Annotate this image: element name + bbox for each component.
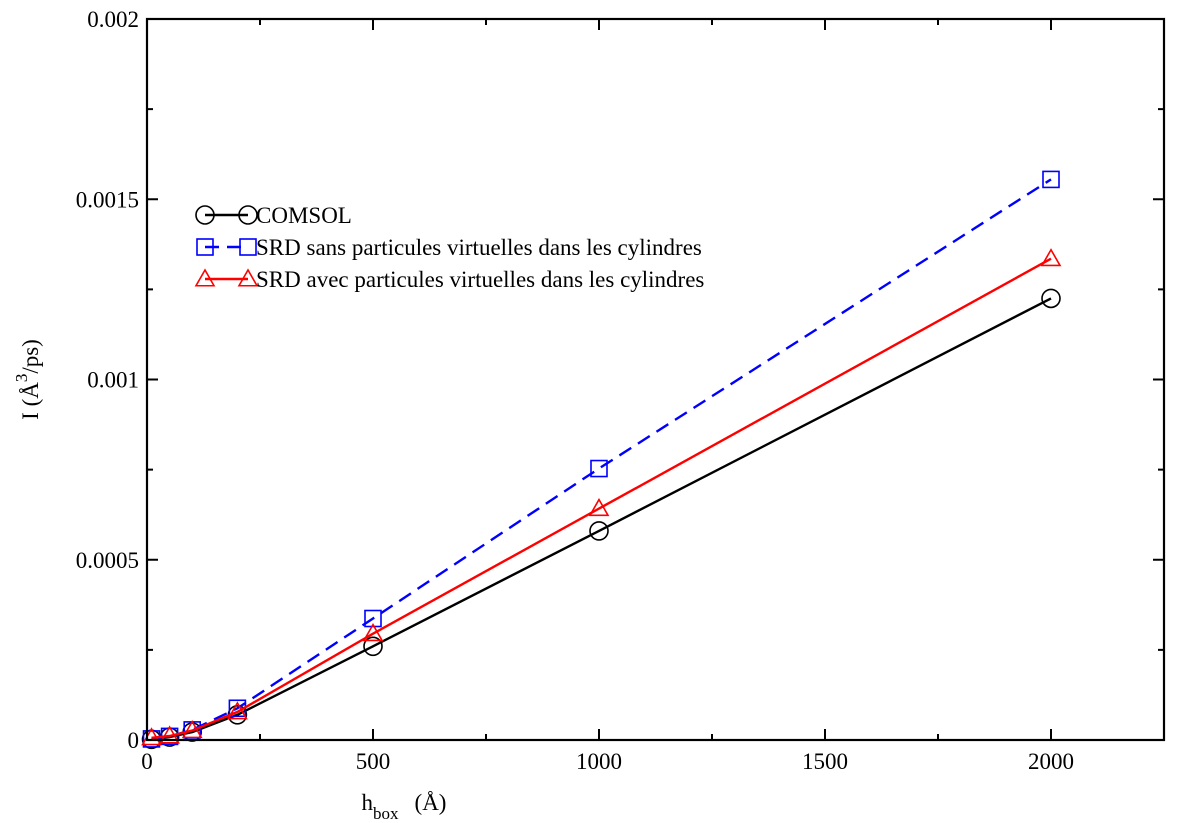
data-point (589, 521, 609, 541)
data-point (363, 636, 383, 657)
data-point (1040, 248, 1062, 267)
x-tick-label: 1500 (802, 749, 848, 774)
data-point (362, 623, 384, 642)
legend-marker (196, 238, 214, 256)
y-tick-label: 0.0015 (76, 187, 139, 212)
data-point (181, 720, 203, 739)
y-tick-label: 0 (128, 728, 140, 753)
legend-marker (238, 205, 258, 225)
y-axis-title-pre: I (Å (18, 382, 43, 420)
x-axis-title-main: h (362, 790, 374, 815)
data-point (1041, 288, 1061, 309)
legend-item: SRD sans particules virtuelles dans les … (196, 235, 702, 260)
x-axis-title-sub: box (373, 804, 399, 823)
series-line (151, 178, 1052, 741)
x-tick-label: 2000 (1028, 749, 1074, 774)
plot-frame (145, 17, 1166, 742)
legend-marker (194, 268, 216, 287)
data-point (227, 701, 248, 720)
x-tick-label: 500 (356, 749, 391, 774)
data-point (590, 459, 608, 478)
series-line (151, 257, 1052, 739)
data-point (588, 497, 610, 517)
y-tick-label: 0.0005 (76, 548, 139, 573)
legend-item: SRD avec particules virtuelles dans les … (194, 267, 704, 292)
legend-item: COMSOL (195, 203, 352, 228)
data-point (159, 725, 180, 744)
data-point (364, 609, 382, 628)
legend-marker (237, 268, 259, 287)
y-axis-title: I (Å3/ps) (12, 339, 43, 420)
legend-label: SRD sans particules virtuelles dans les … (256, 235, 702, 260)
y-axis-title-post: /ps) (18, 339, 43, 374)
y-axis-title-sup: 3 (12, 374, 31, 383)
series-3 (141, 248, 1062, 746)
series-layer (141, 170, 1062, 750)
legend-marker (195, 205, 215, 225)
y-tick-label: 0.001 (87, 368, 139, 393)
legend-marker (239, 238, 257, 256)
legend: COMSOL SRD sans particules virtuelles dan… (194, 203, 704, 292)
x-tick-label: 0 (141, 749, 153, 774)
x-tick-label: 1000 (576, 749, 622, 774)
legend-label: COMSOL (256, 203, 352, 228)
x-axis-title: hbox (Å) (362, 790, 447, 823)
data-point (1042, 170, 1060, 189)
legend-label: SRD avec particules virtuelles dans les … (256, 267, 704, 292)
y-tick-label: 0.002 (87, 7, 139, 32)
x-axis-title-unit: (Å) (415, 790, 447, 815)
